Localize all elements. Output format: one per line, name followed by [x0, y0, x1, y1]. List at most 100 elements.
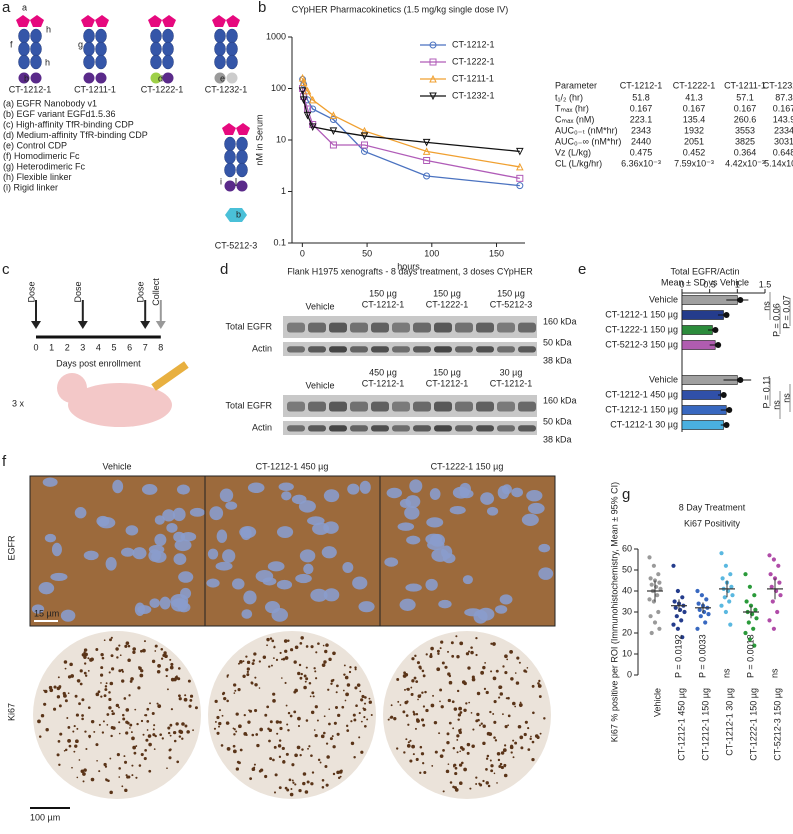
- nucleus: [209, 506, 224, 521]
- ki67-nucleus: [520, 746, 524, 750]
- ki67-nucleus: [104, 765, 108, 768]
- ki67-nucleus: [147, 734, 152, 738]
- ki67-nucleus: [242, 674, 246, 678]
- nucleus: [105, 557, 117, 571]
- band: [413, 401, 431, 412]
- nucleus: [154, 515, 165, 525]
- ki67-nucleus: [302, 772, 307, 776]
- legend-item: (c) High-affinity TfR-binding CDP: [3, 119, 134, 129]
- ki67-nucleus: [484, 662, 487, 664]
- ki67-nucleus: [311, 691, 315, 695]
- ki67-nucleus: [419, 771, 422, 774]
- panel-label: b: [258, 0, 266, 16]
- kda-label: 160 kDa: [543, 316, 577, 326]
- nucleus: [174, 539, 192, 552]
- ki67-nucleus: [343, 664, 346, 667]
- ki67-nucleus: [482, 741, 486, 746]
- part-letter: a: [22, 2, 27, 12]
- point: [729, 584, 734, 589]
- ki67-nucleus: [186, 730, 190, 734]
- ki67-nucleus: [69, 662, 73, 667]
- point: [719, 551, 724, 556]
- ki67-nucleus: [505, 697, 508, 700]
- y-tick-label: 60: [622, 543, 632, 553]
- band: [497, 425, 515, 432]
- ki67-nucleus: [461, 680, 466, 685]
- ki67-nucleus: [399, 704, 402, 706]
- ki67-nucleus: [441, 661, 445, 665]
- ki67-nucleus: [415, 757, 419, 761]
- annotation: P = 0.0013: [745, 634, 755, 678]
- nucleus: [149, 598, 160, 608]
- ki67-nucleus: [322, 644, 325, 647]
- part-letter: b: [236, 209, 241, 219]
- ki67-nucleus: [478, 782, 481, 785]
- group-label: 450 µg: [369, 367, 397, 377]
- ki67-nucleus: [213, 727, 217, 730]
- fc-domain: [214, 41, 226, 57]
- ki67-nucleus: [348, 670, 352, 674]
- table-cell: 3031: [774, 136, 793, 146]
- ki67-nucleus: [407, 723, 410, 726]
- ki67-nucleus: [363, 716, 366, 719]
- point: [308, 95, 317, 104]
- ki67-nucleus: [288, 778, 292, 782]
- ki67-nucleus: [133, 751, 137, 755]
- fc-domain: [150, 28, 162, 44]
- ki67-nucleus: [235, 712, 239, 716]
- ki67-nucleus: [143, 756, 147, 761]
- ki67-nucleus: [338, 770, 343, 774]
- ki67-nucleus: [317, 758, 321, 762]
- label: CT-1212-1: [9, 84, 52, 94]
- band: [308, 346, 326, 353]
- ki67-nucleus: [272, 758, 275, 762]
- point: [648, 576, 653, 581]
- ki67-nucleus: [87, 706, 91, 709]
- nucleus: [310, 588, 328, 602]
- ki67-nucleus: [287, 711, 291, 715]
- ki67-nucleus: [111, 709, 114, 713]
- ki67-nucleus: [350, 741, 355, 746]
- table-cell: 0.167: [630, 103, 653, 113]
- fc-domain: [226, 54, 238, 70]
- part-letter: d: [158, 73, 163, 83]
- group-label: CT-1212-1: [362, 299, 405, 309]
- ki67-nucleus: [510, 744, 514, 748]
- nucleus: [426, 517, 444, 528]
- ki67-nucleus: [325, 783, 329, 787]
- ki67-nucleus: [422, 762, 425, 765]
- category-label: CT-1212-1 30 µg: [610, 419, 678, 429]
- point: [696, 601, 701, 606]
- legend-label: CT-1212-1: [452, 39, 495, 49]
- point: [682, 609, 687, 615]
- ki67-nucleus: [475, 636, 478, 640]
- band: [329, 346, 347, 353]
- legend-item: (i) Rigid linker: [3, 182, 58, 192]
- band: [455, 425, 473, 432]
- band: [329, 425, 347, 432]
- ki67-nucleus: [304, 790, 309, 794]
- point: [516, 162, 524, 171]
- fc-domain: [83, 54, 95, 70]
- ki67-nucleus: [496, 752, 501, 756]
- annotation: P = 0.11: [761, 376, 771, 409]
- ki67-nucleus: [271, 639, 275, 643]
- arrow-head: [31, 321, 41, 329]
- band: [287, 401, 305, 412]
- band: [371, 346, 389, 353]
- ki67-nucleus: [239, 659, 243, 664]
- nucleus: [189, 507, 205, 517]
- ki67-nucleus: [502, 665, 505, 668]
- ki67-nucleus: [140, 669, 144, 673]
- ki67-nucleus: [450, 641, 454, 645]
- ki67-nucleus: [87, 657, 90, 660]
- band: [371, 322, 389, 333]
- ki67-nucleus: [433, 720, 438, 725]
- nucleus: [527, 502, 545, 514]
- nucleus: [278, 482, 294, 491]
- ki67-nucleus: [82, 772, 86, 776]
- egf-variant: [225, 208, 247, 222]
- ki67-nucleus: [260, 768, 264, 772]
- ki67-nucleus: [157, 664, 161, 668]
